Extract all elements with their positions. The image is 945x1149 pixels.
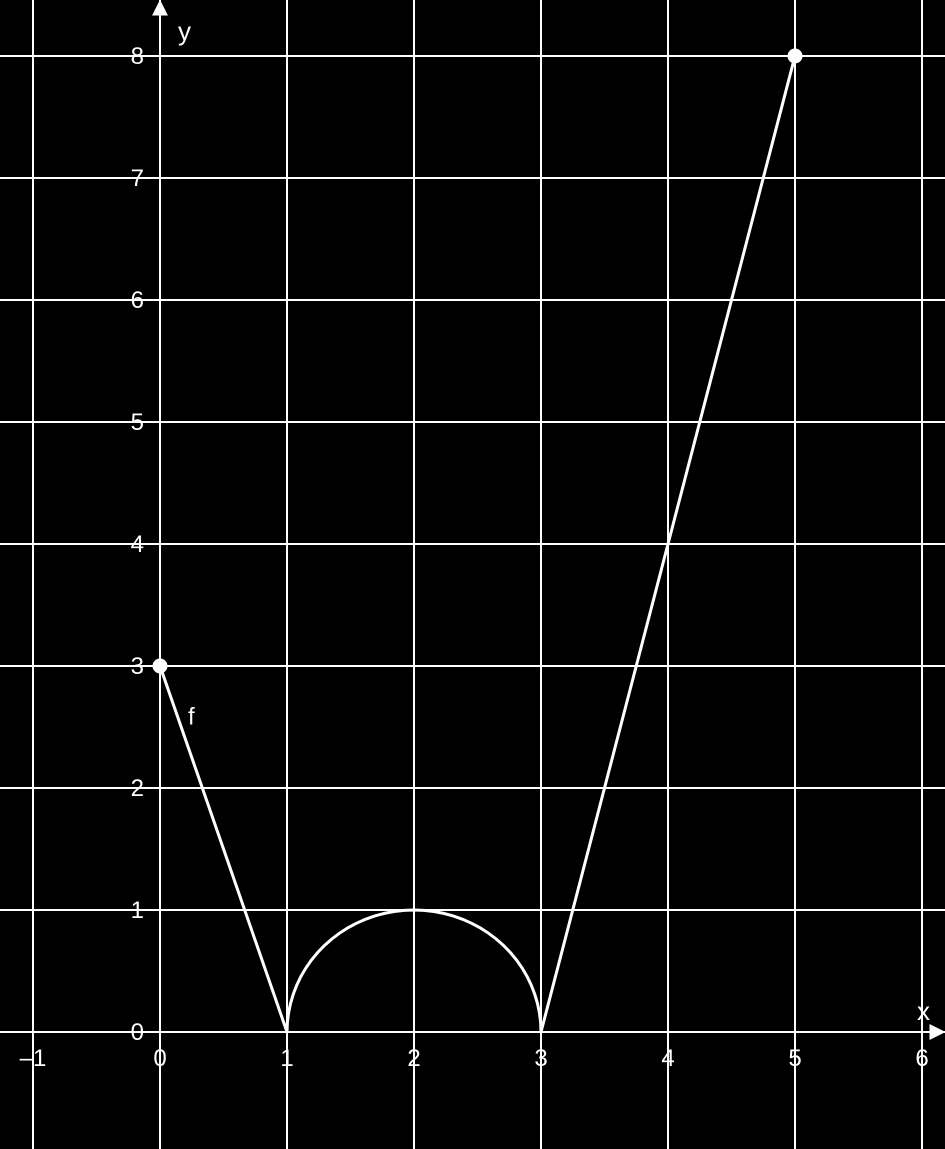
endpoint-dot xyxy=(153,659,167,673)
y-tick-label: 4 xyxy=(131,531,144,558)
y-tick-label: 1 xyxy=(131,897,144,924)
y-tick-label: 3 xyxy=(131,653,144,680)
tick-labels: –1 0 1 2 3 4 5 6 0 1 2 3 4 5 6 7 8 xyxy=(20,43,929,1072)
x-tick-label: –1 xyxy=(20,1045,47,1072)
x-axis-label: x xyxy=(917,996,930,1026)
x-tick-label: 1 xyxy=(280,1045,293,1072)
y-tick-label: 0 xyxy=(131,1019,144,1046)
x-tick-label: 5 xyxy=(788,1045,801,1072)
y-axis-label: y xyxy=(178,16,191,46)
endpoint-dot xyxy=(788,49,802,63)
y-tick-label: 2 xyxy=(131,775,144,802)
y-tick-label: 7 xyxy=(131,165,144,192)
x-tick-label: 3 xyxy=(534,1045,547,1072)
y-tick-label: 8 xyxy=(131,43,144,70)
x-tick-label: 6 xyxy=(915,1045,928,1072)
x-tick-label: 0 xyxy=(153,1045,166,1072)
x-tick-label: 2 xyxy=(407,1045,420,1072)
y-tick-label: 5 xyxy=(131,409,144,436)
y-tick-label: 6 xyxy=(131,287,144,314)
function-label: f xyxy=(188,704,195,731)
x-tick-label: 4 xyxy=(661,1045,674,1072)
function-chart: –1 0 1 2 3 4 5 6 0 1 2 3 4 5 6 7 8 x y f xyxy=(0,0,945,1149)
